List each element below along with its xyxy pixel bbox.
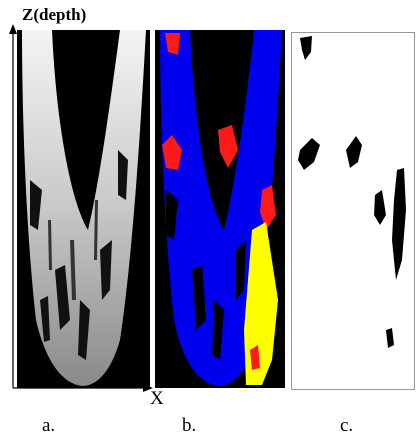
axes <box>9 24 153 392</box>
panel-label: c. <box>340 415 353 436</box>
panel-a-image <box>17 30 150 388</box>
panel-c-image <box>291 32 415 390</box>
x-axis-label: X <box>150 388 164 409</box>
panel-label: b. <box>182 415 196 436</box>
panel-b-image <box>155 30 285 388</box>
panel-label: a. <box>42 415 55 436</box>
z-axis-label: Z(depth) <box>22 5 86 24</box>
